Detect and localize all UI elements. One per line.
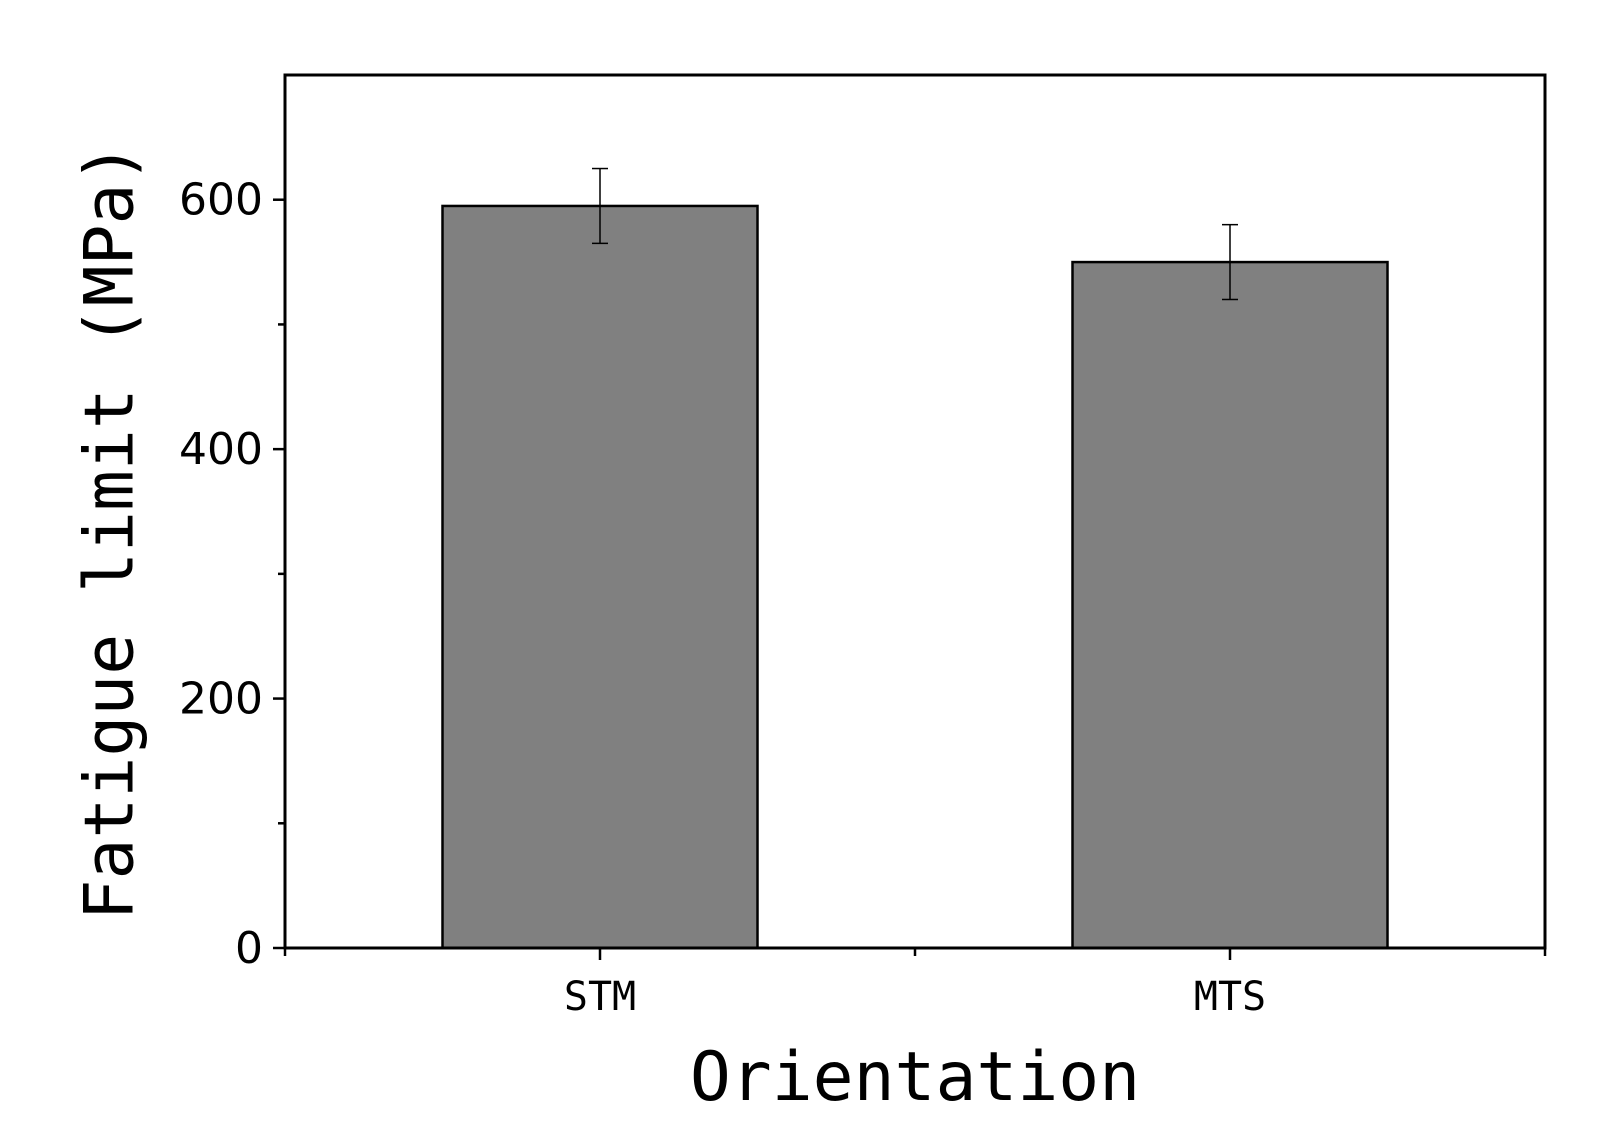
bar-mts <box>1071 260 1389 950</box>
y-tick-label: 600 <box>179 175 263 226</box>
error-bar-mts <box>1222 223 1238 301</box>
bars-layer <box>441 204 1389 950</box>
y-axis-ticks: 0 200 400 600 <box>179 175 285 974</box>
x-axis-title: Orientation <box>690 1038 1140 1117</box>
error-bar-stm <box>592 167 608 245</box>
error-bars-layer <box>592 167 1238 301</box>
bar-stm <box>441 204 759 950</box>
y-axis-title: Fatigue limit (MPa) <box>71 143 150 921</box>
x-tick-label-mts: MTS <box>1194 974 1266 1020</box>
y-tick-label: 200 <box>179 674 263 725</box>
y-tick-label: 400 <box>179 424 263 475</box>
x-axis-ticks: STM MTS <box>283 948 1547 1020</box>
x-tick-label-stm: STM <box>564 974 636 1020</box>
y-tick-label: 0 <box>235 923 263 974</box>
